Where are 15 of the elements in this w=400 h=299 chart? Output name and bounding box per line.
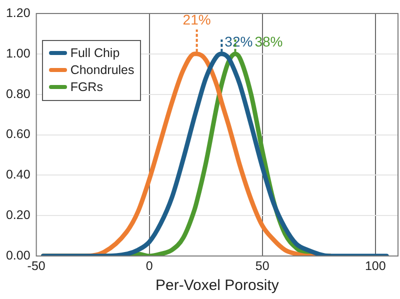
legend-label: Full Chip <box>70 44 120 62</box>
annotation: 21% <box>182 11 211 28</box>
x-tick-label: 50 <box>255 258 270 273</box>
legend-label: FGRs <box>70 78 103 96</box>
legend-label: Chondrules <box>70 62 134 78</box>
y-tick-label: 0.60 <box>6 127 30 142</box>
x-axis-title: Per-Voxel Porosity <box>155 277 280 294</box>
y-tick-label: 1.20 <box>6 6 30 20</box>
x-tick-label: 0 <box>146 258 153 273</box>
annotation: 32% <box>224 33 253 50</box>
x-tick-label: 100 <box>364 258 386 273</box>
y-tick-label: 1.00 <box>6 46 30 60</box>
y-tick-label: 0.80 <box>6 86 30 101</box>
y-tick-label: 0.40 <box>6 168 30 182</box>
y-tick-label: 0.20 <box>6 208 30 222</box>
